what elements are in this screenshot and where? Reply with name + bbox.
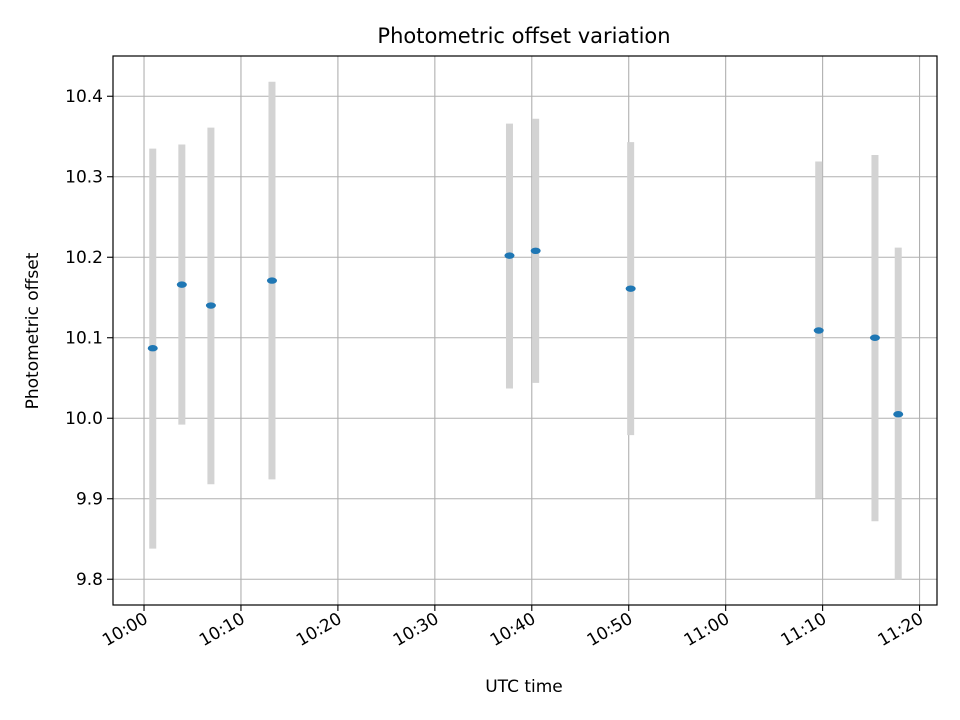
error-bars	[149, 81, 902, 581]
x-tick-label: 10:50	[584, 609, 636, 651]
data-points	[147, 247, 904, 418]
data-point	[869, 334, 880, 341]
x-tick-label: 10:30	[390, 609, 442, 651]
x-tick-label: 10:20	[293, 609, 345, 651]
data-point	[530, 247, 541, 255]
y-tick-label: 10.0	[65, 409, 103, 429]
grid	[113, 56, 937, 605]
plot-frame	[112, 55, 938, 606]
y-tick-label: 10.4	[65, 87, 103, 107]
y-tick-label: 9.9	[76, 490, 103, 510]
y-tick-label: 10.3	[65, 168, 103, 188]
x-tick-label: 10:40	[487, 609, 539, 651]
x-tick-label: 10:00	[99, 609, 151, 651]
ticks: 10:00 10:10 10:20 10:30 10:40 10:50 11:00 11:10…	[65, 87, 927, 651]
data-point	[176, 281, 187, 288]
chart-title: Photometric offset variation	[377, 24, 670, 48]
data-point	[266, 277, 277, 284]
y-tick-label: 10.1	[65, 329, 103, 349]
data-point	[147, 345, 158, 352]
x-axis-label: UTC time	[485, 677, 563, 697]
data-point	[893, 411, 904, 418]
data-point	[504, 252, 515, 259]
x-tick-label: 11:10	[778, 609, 830, 651]
data-point	[625, 285, 636, 292]
x-tick-label: 10:10	[196, 609, 248, 651]
data-point	[813, 327, 824, 334]
data-point	[205, 302, 216, 309]
y-tick-label: 9.8	[76, 570, 103, 590]
x-tick-label: 11:00	[681, 609, 733, 651]
y-axis-label: Photometric offset	[23, 252, 43, 409]
y-tick-label: 10.2	[65, 248, 103, 268]
x-tick-label: 11:20	[875, 609, 927, 651]
